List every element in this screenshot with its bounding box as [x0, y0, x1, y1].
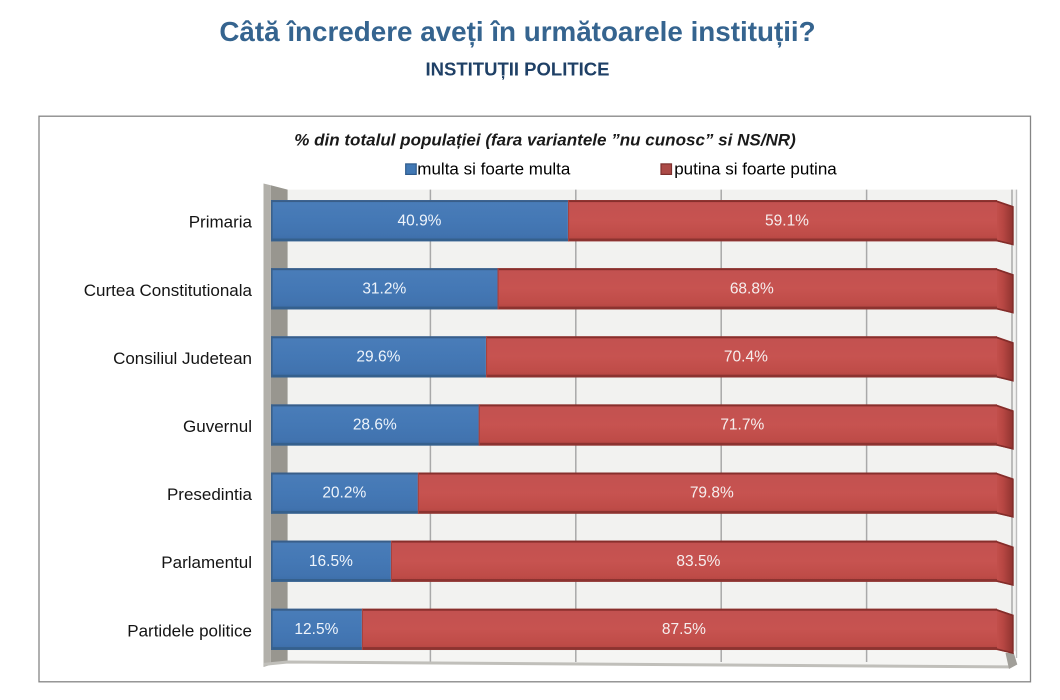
svg-text:Curtea Constitutionala: Curtea Constitutionala: [84, 281, 253, 300]
svg-text:20.2%: 20.2%: [322, 485, 366, 502]
svg-text:87.5%: 87.5%: [662, 621, 706, 638]
svg-text:Guvernul: Guvernul: [183, 417, 252, 436]
svg-text:29.6%: 29.6%: [356, 349, 400, 366]
svg-text:Partidele politice: Partidele politice: [127, 621, 252, 640]
svg-text:% din totalul populației (fara: % din totalul populației (fara variantel…: [294, 131, 796, 150]
svg-text:70.4%: 70.4%: [724, 349, 768, 366]
svg-text:Parlamentul: Parlamentul: [161, 553, 252, 572]
svg-text:multa si foarte multa: multa si foarte multa: [417, 159, 571, 178]
svg-text:putina si foarte putina: putina si foarte putina: [674, 159, 837, 178]
svg-text:Câtă încredere aveți în următo: Câtă încredere aveți în următoarele inst…: [219, 16, 815, 47]
svg-text:Presedintia: Presedintia: [167, 485, 253, 504]
svg-text:INSTITUȚII POLITICE: INSTITUȚII POLITICE: [426, 59, 610, 80]
svg-text:12.5%: 12.5%: [294, 621, 338, 638]
svg-text:Primaria: Primaria: [189, 213, 253, 232]
svg-text:79.8%: 79.8%: [690, 485, 734, 502]
svg-text:28.6%: 28.6%: [353, 417, 397, 434]
svg-text:59.1%: 59.1%: [765, 212, 809, 229]
svg-text:40.9%: 40.9%: [398, 212, 442, 229]
svg-text:31.2%: 31.2%: [362, 280, 406, 297]
svg-text:83.5%: 83.5%: [676, 553, 720, 570]
svg-text:71.7%: 71.7%: [720, 417, 764, 434]
svg-text:Consiliul Judetean: Consiliul Judetean: [113, 349, 252, 368]
svg-text:16.5%: 16.5%: [309, 553, 353, 570]
svg-text:68.8%: 68.8%: [730, 280, 774, 297]
